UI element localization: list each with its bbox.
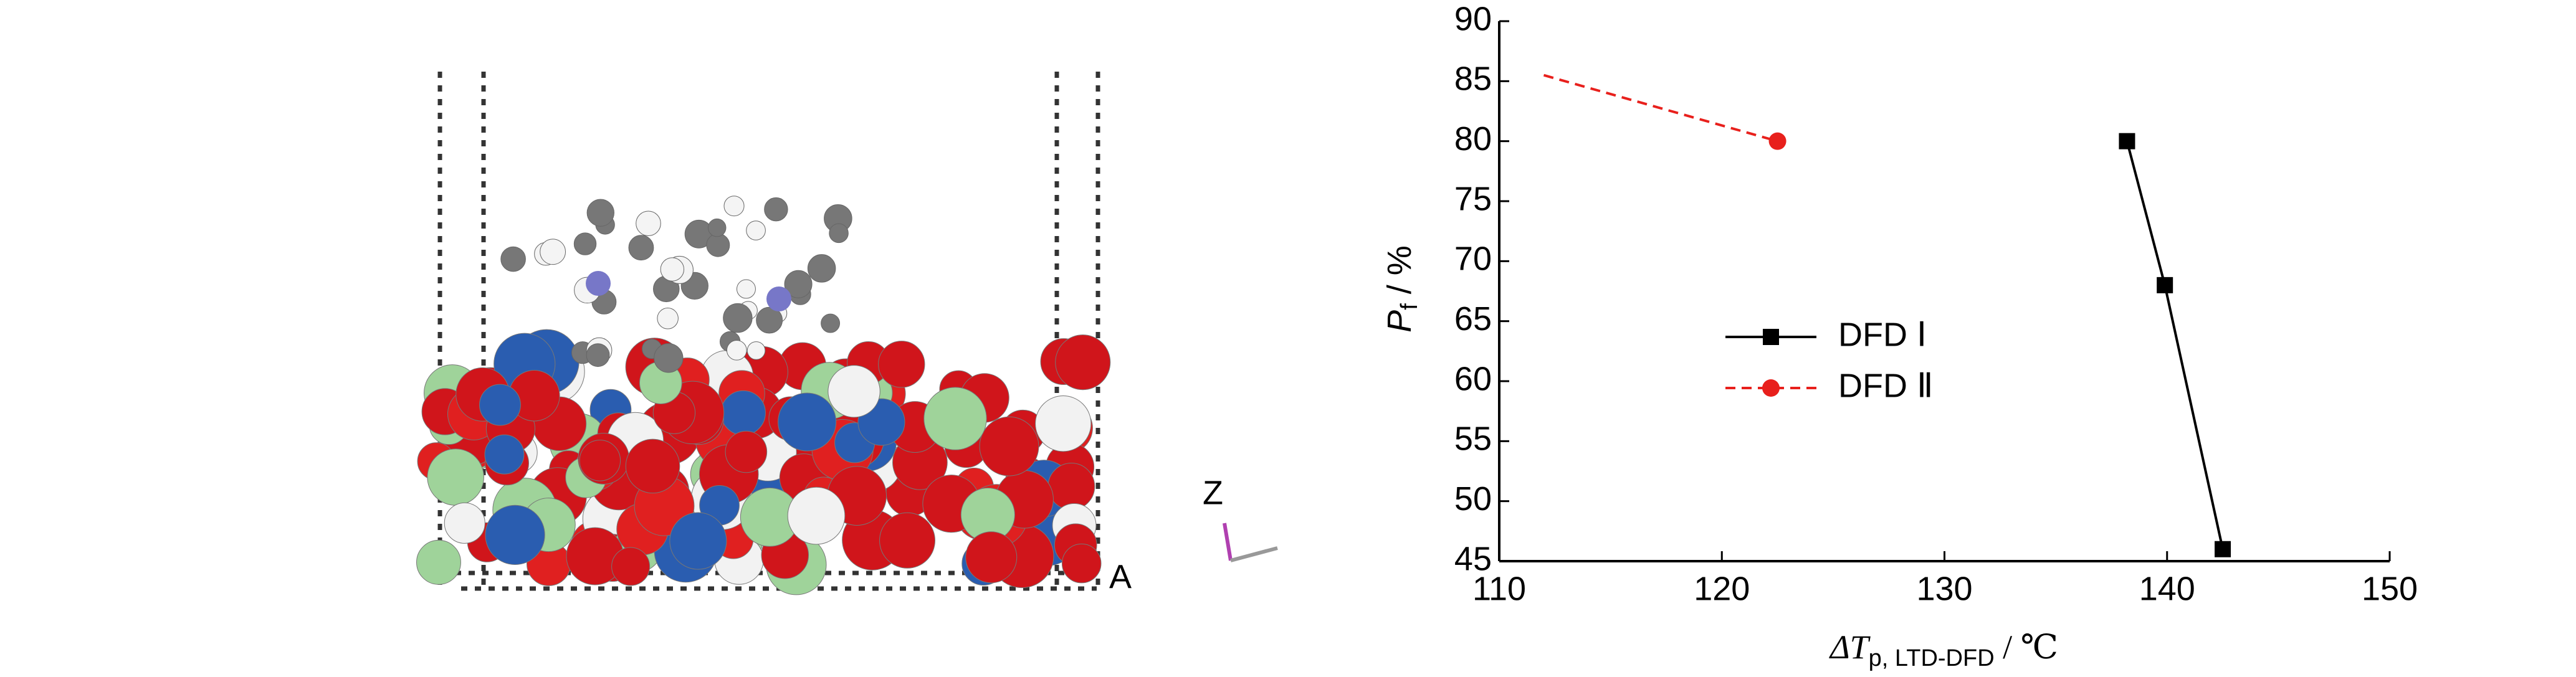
atom [444,502,485,544]
y-tick-label: 60 [1454,360,1492,397]
atom [416,539,461,585]
x-tick-label: 110 [1472,570,1526,607]
y-axis-subscript: f [1396,303,1423,310]
atom [1035,395,1092,452]
data-point [2215,541,2231,557]
legend-marker [1763,329,1779,345]
atom [807,254,836,283]
atom [707,218,727,237]
y-tick-label: 50 [1454,480,1492,518]
atom [787,486,846,545]
molecular-structure-image [416,72,1111,595]
atom [720,390,766,436]
atom [586,271,611,296]
atom [879,512,935,569]
atom [540,239,566,265]
atom [485,504,545,566]
axis-arrow [1223,523,1233,561]
axis-arrow [1230,546,1278,562]
atom [747,341,766,360]
atom [579,440,621,481]
y-axis-title: Pf / % [1381,245,1423,333]
y-tick-label: 85 [1454,60,1492,98]
atom [500,246,526,272]
legend-label: DFD Ⅰ [1838,316,1927,353]
atom [636,211,661,237]
x-axis-subscript: p, LTD-DFD [1869,645,1995,671]
atom [723,303,753,333]
atom [979,416,1039,476]
data-point [1768,132,1787,150]
series-line [1543,73,1778,143]
series-line [2125,141,2225,550]
atom [706,233,730,257]
atom [427,448,484,506]
axis-label-z: Z [1203,474,1223,511]
atom [828,365,880,418]
x-tick-label: 140 [2139,570,2195,607]
atom [736,279,756,299]
atom [829,223,849,244]
atom [725,430,768,473]
atom [764,197,788,222]
y-tick-label: 75 [1454,180,1492,217]
atom [756,306,783,334]
orientation-axes [1223,523,1278,562]
atom [628,235,654,261]
atom [778,392,837,452]
y-tick-label: 70 [1454,240,1492,278]
atom [479,384,521,426]
x-axis-unit: / ℃ [1995,628,2058,666]
atom [573,232,597,255]
atom [586,199,614,227]
atom [1061,543,1102,584]
y-tick-label: 90 [1454,0,1492,37]
atom [923,387,987,450]
atom [654,343,684,373]
x-tick-label: 130 [1916,570,1972,607]
atom [723,196,745,217]
atom [657,308,679,329]
atom [1055,334,1111,391]
legend-marker [1762,379,1780,397]
atom [625,438,680,494]
atom [821,313,841,333]
x-axis-title: ΔTp, LTD-DFD / ℃ [1829,628,2058,671]
atom [784,270,813,298]
y-tick-label: 65 [1454,300,1492,338]
data-point [2157,277,2173,293]
y-axis-unit: / % [1381,245,1418,303]
y-axis-symbol: P [1381,310,1418,333]
atom [484,434,525,475]
atom [746,220,766,240]
x-axis-symbol: ΔT [1829,628,1871,666]
atom [726,339,747,361]
atom [1047,463,1095,510]
y-tick-label: 55 [1454,420,1492,458]
atom [611,547,651,586]
atom [586,343,610,367]
y-tick-label: 45 [1454,540,1492,577]
legend-label: DFD Ⅱ [1838,367,1934,404]
atom [669,512,727,570]
x-tick-label: 150 [2362,570,2418,607]
atom [878,341,925,388]
x-tick-label: 120 [1694,570,1750,607]
data-point [2119,133,2135,149]
axis-label-a: A [1109,558,1132,595]
atom [660,257,685,282]
atom [965,531,1018,584]
atom [766,286,791,311]
y-tick-label: 80 [1454,120,1492,158]
